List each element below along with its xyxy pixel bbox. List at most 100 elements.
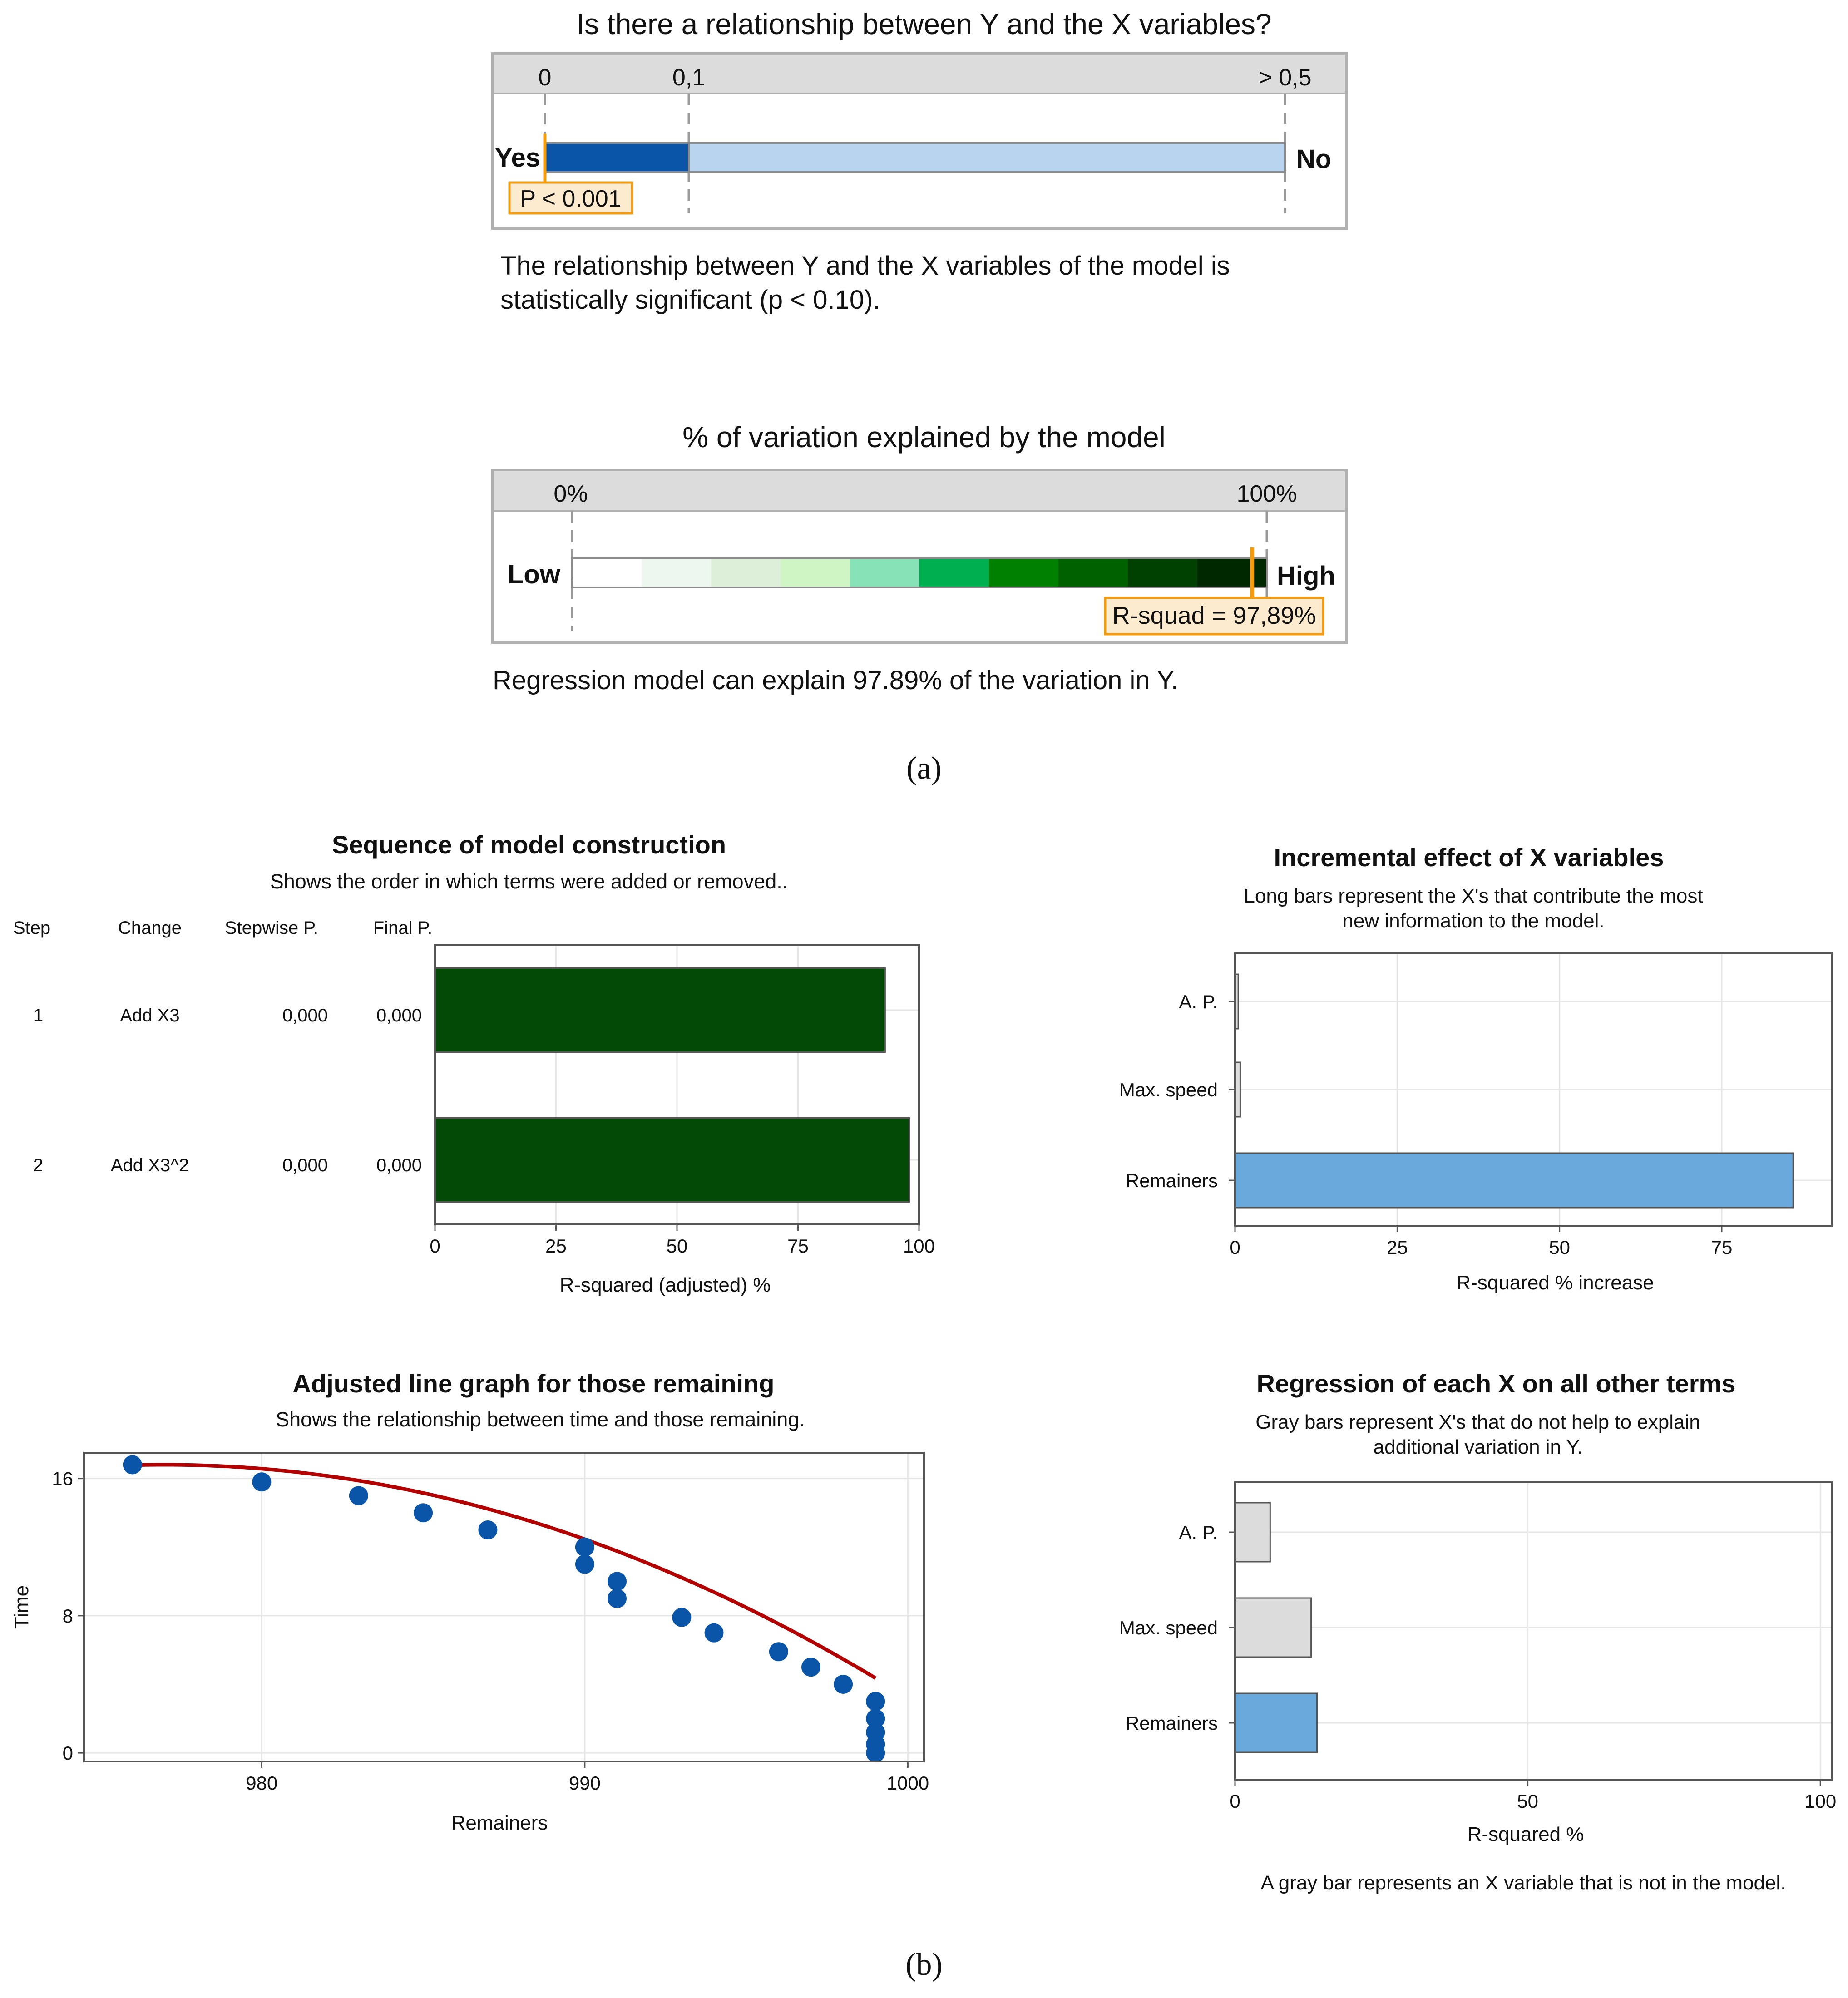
sequence-tick-label: 100 <box>903 1235 935 1257</box>
line-graph-point <box>834 1675 853 1694</box>
variation-gradient-segment <box>850 558 919 587</box>
regression-tick-label: 100 <box>1804 1791 1836 1812</box>
sequence-row2-stepwise-p: 0,000 <box>282 1155 328 1175</box>
incremental-plot-area: 0 25 50 75 A. P. Max. speed Remainers <box>1119 952 1833 1258</box>
significance-yes-label: Yes <box>495 143 540 173</box>
variation-gradient-segment <box>989 558 1058 587</box>
variation-description: Regression model can explain 97.89% of t… <box>493 666 1178 695</box>
regression-plot-background <box>1235 1482 1832 1780</box>
significance-p-label: P < 0.001 <box>520 186 621 212</box>
regression-title: Regression of each X on all other terms <box>1257 1369 1736 1398</box>
sequence-bar <box>434 967 886 1053</box>
incremental-bar <box>1234 1152 1794 1209</box>
sequence-row2-change: Add X3^2 <box>111 1155 189 1175</box>
variation-gradient-segment <box>781 558 850 587</box>
incremental-chart: Incremental effect of X variables Long b… <box>1119 843 1833 1294</box>
sequence-col-step: Step <box>13 918 50 938</box>
panel-a-label: (a) <box>906 751 942 786</box>
line-graph-point <box>866 1743 885 1763</box>
sequence-row2-final-p: 0,000 <box>376 1155 422 1175</box>
line-graph-y-tick-label: 16 <box>52 1468 73 1490</box>
significance-description-line1: The relationship between Y and the X var… <box>500 251 1230 281</box>
sequence-col-stepwise-p: Stepwise P. <box>225 918 318 938</box>
variation-gradient-segment <box>1197 558 1267 587</box>
variation-tick-100: 100% <box>1237 481 1297 507</box>
regression-bar <box>1234 1502 1271 1563</box>
sequence-tick-label: 25 <box>545 1235 567 1257</box>
sequence-bar <box>434 1117 910 1203</box>
line-graph-point <box>414 1503 433 1523</box>
incremental-tick-label: 75 <box>1711 1237 1733 1258</box>
variation-tick-0: 0% <box>553 481 588 507</box>
significance-panel: Is there a relationship between Y and th… <box>491 8 1348 315</box>
significance-description-line2: statistically significant (p < 0.10). <box>500 285 880 315</box>
regression-subtitle-line1: Gray bars represent X's that do not help… <box>1255 1411 1700 1433</box>
line-graph-point <box>608 1589 627 1608</box>
line-graph-subtitle: Shows the relationship between time and … <box>276 1408 805 1431</box>
sequence-title: Sequence of model construction <box>332 830 726 859</box>
incremental-category-label: A. P. <box>1179 991 1218 1012</box>
line-graph-y-tick-label: 8 <box>63 1605 73 1627</box>
significance-title: Is there a relationship between Y and th… <box>576 8 1271 40</box>
regression-subtitle-line2: additional variation in Y. <box>1374 1436 1583 1458</box>
variation-low-label: Low <box>508 560 561 589</box>
variation-header <box>494 471 1345 511</box>
variation-r-label: R-squad = 97,89% <box>1112 602 1316 629</box>
variation-high-label: High <box>1277 561 1335 591</box>
incremental-tick-label: 25 <box>1387 1237 1408 1258</box>
variation-panel: % of variation explained by the model 0%… <box>491 421 1348 695</box>
regression-bar <box>1234 1692 1318 1753</box>
significance-p-box <box>508 181 633 215</box>
regression-category-label: Max. speed <box>1119 1617 1218 1638</box>
significance-header <box>494 55 1345 94</box>
line-graph-plot-background <box>84 1453 924 1761</box>
incremental-subtitle-line2: new information to the model. <box>1342 910 1604 932</box>
variation-gradient-bar <box>572 558 1267 587</box>
variation-gradient-segment <box>711 558 781 587</box>
line-graph-fit-line <box>132 1463 877 1680</box>
sequence-col-change: Change <box>118 918 182 938</box>
line-graph-point <box>575 1537 594 1557</box>
sequence-row1-final-p: 0,000 <box>376 1006 422 1026</box>
regression-tick-label: 50 <box>1517 1791 1538 1812</box>
line-graph-point <box>866 1709 885 1728</box>
incremental-title: Incremental effect of X variables <box>1274 843 1664 872</box>
sequence-tick-label: 50 <box>667 1235 688 1257</box>
line-graph-ylabel: Time <box>10 1585 33 1629</box>
significance-no-label: No <box>1296 144 1331 174</box>
sequence-xlabel: R-squared (adjusted) % <box>560 1274 771 1296</box>
panel-b-footnote: A gray bar represents an X variable that… <box>1261 1872 1786 1894</box>
sequence-tick-label: 75 <box>787 1235 809 1257</box>
regression-bar <box>1234 1597 1312 1658</box>
line-graph-point <box>801 1658 820 1677</box>
line-graph-x-tick-label: 980 <box>246 1772 277 1794</box>
line-graph-plot-area: 980 990 1000 0 8 16 <box>52 1452 929 1794</box>
sequence-chart: Sequence of model construction Shows the… <box>13 830 935 1296</box>
line-graph-point <box>349 1486 368 1505</box>
line-graph-point <box>704 1623 724 1643</box>
variation-gradient-segment <box>642 558 711 587</box>
incremental-tick-label: 0 <box>1230 1237 1240 1258</box>
regression-plot-border <box>1234 1481 1833 1781</box>
variation-gradient-segment <box>1058 558 1128 587</box>
incremental-category-label: Max. speed <box>1119 1079 1218 1100</box>
variation-gradient-segment <box>919 558 989 587</box>
variation-title: % of variation explained by the model <box>682 421 1166 454</box>
line-graph-plot-border <box>83 1452 925 1762</box>
line-graph-xlabel: Remainers <box>451 1812 548 1834</box>
significance-bar-light <box>688 142 1286 173</box>
sequence-plot-area: 0 25 50 75 100 <box>430 944 935 1257</box>
line-graph-point <box>478 1520 498 1539</box>
sequence-row1-stepwise-p: 0,000 <box>282 1006 328 1026</box>
line-graph-point <box>866 1692 885 1711</box>
regression-xlabel: R-squared % <box>1468 1823 1584 1845</box>
variation-bar-outline <box>571 557 1268 588</box>
variation-r-box <box>1104 597 1324 636</box>
regression-category-label: Remainers <box>1126 1712 1218 1734</box>
significance-tick-0.5: > 0,5 <box>1258 64 1311 91</box>
panel-b-label: (b) <box>905 1947 943 1982</box>
regression-plot-area: 0 50 100 A. P. Max. speed Remainers <box>1119 1481 1836 1812</box>
sequence-row2-step: 2 <box>33 1155 43 1175</box>
line-graph-point <box>608 1572 627 1591</box>
